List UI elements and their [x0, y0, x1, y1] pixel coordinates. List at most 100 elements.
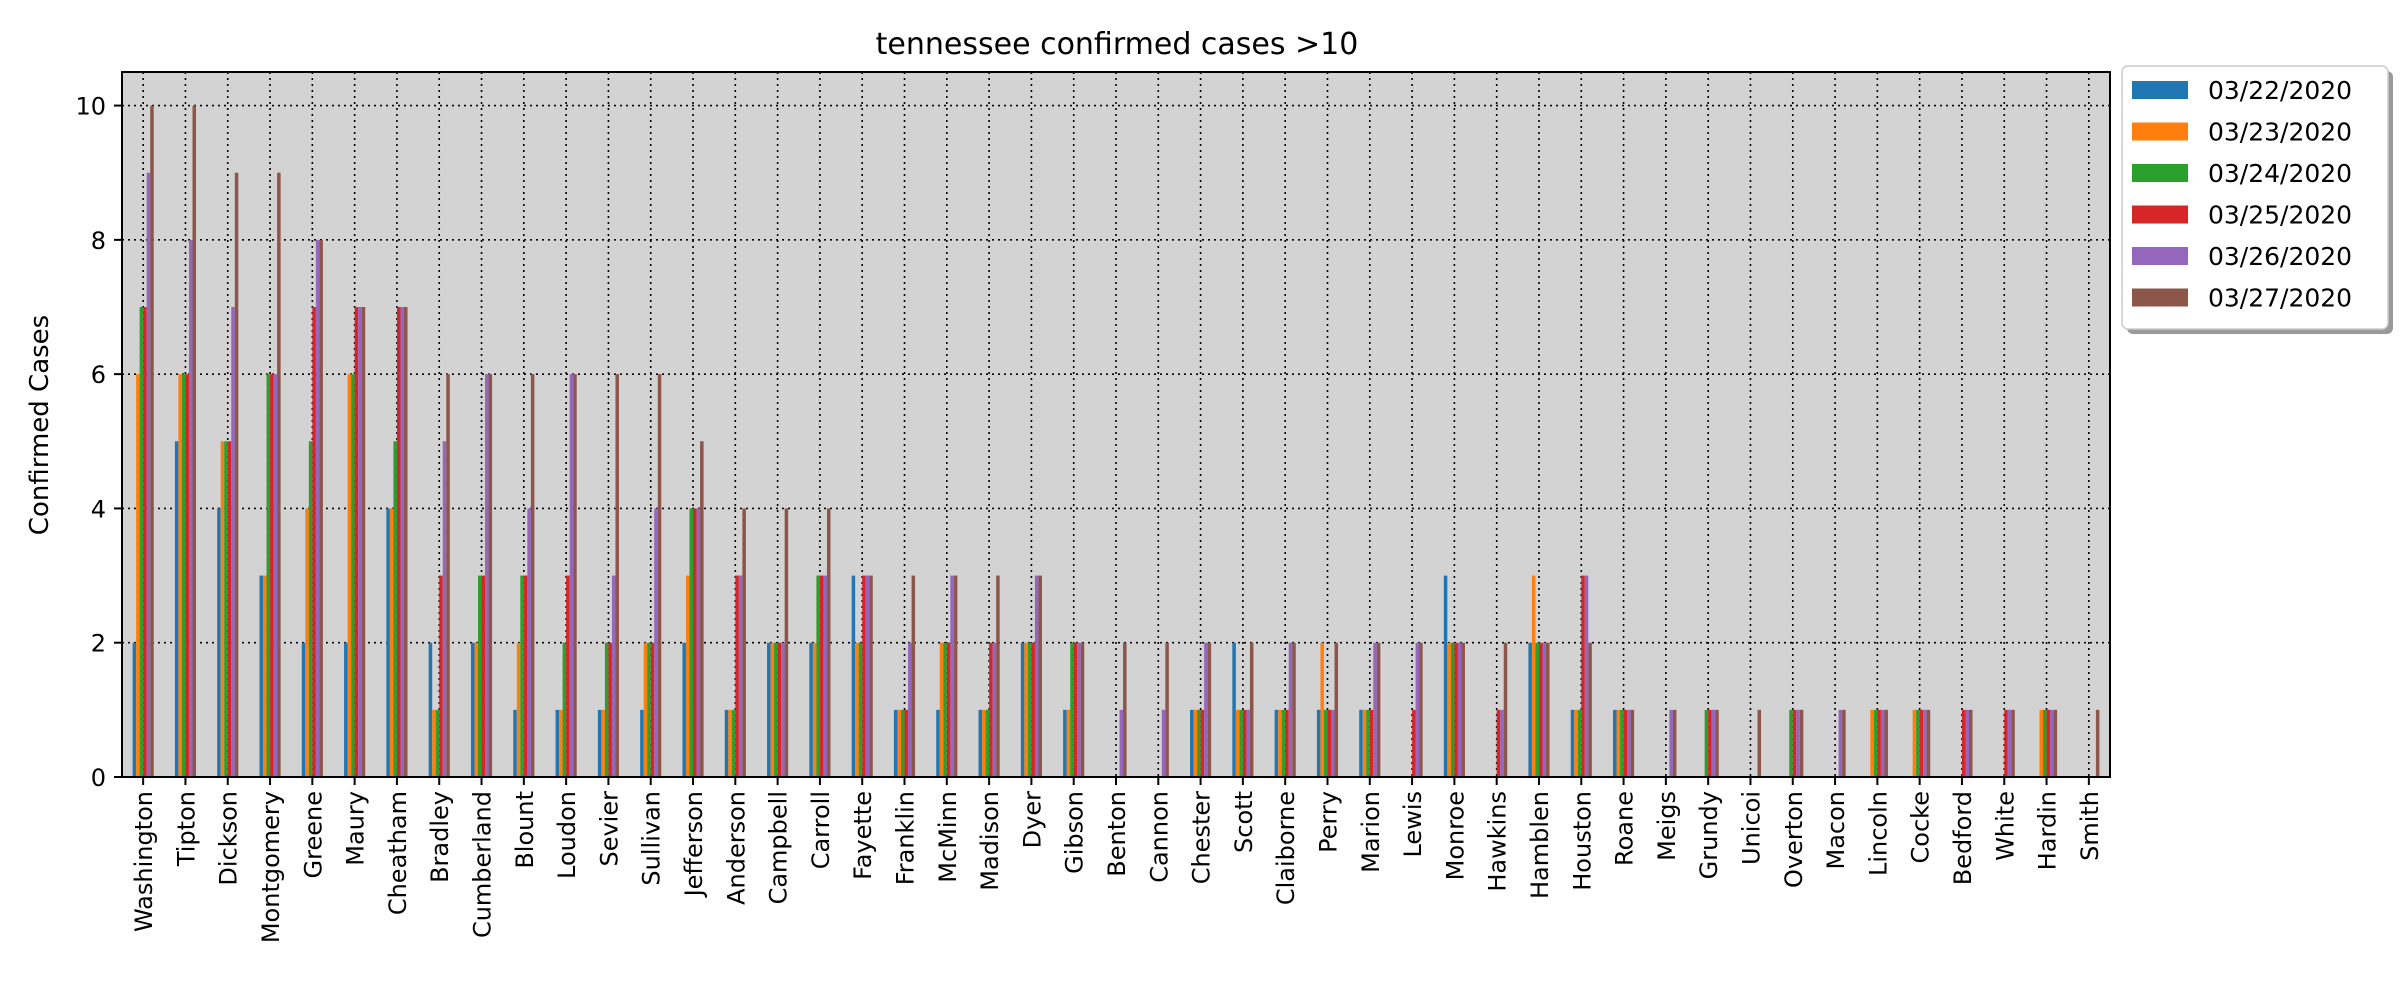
legend-swatch	[2132, 288, 2188, 307]
bar	[1577, 709, 1582, 777]
bar	[470, 642, 475, 777]
x-tick-label: White	[1991, 791, 2019, 861]
bar	[2043, 709, 2047, 777]
bar	[597, 709, 602, 777]
bar	[897, 709, 901, 777]
bar	[234, 172, 239, 777]
bar	[1376, 642, 1381, 777]
bar	[781, 642, 785, 777]
bar	[816, 575, 820, 777]
bar	[1912, 709, 1917, 777]
bar	[1235, 709, 1240, 777]
x-tick-label: Blount	[511, 791, 539, 869]
bar	[1443, 575, 1448, 777]
bar	[893, 709, 898, 777]
bar	[1323, 709, 1328, 777]
bar	[347, 374, 352, 777]
legend-swatch	[2132, 247, 2188, 265]
bar	[132, 642, 137, 777]
x-tick-label: Bradley	[426, 791, 454, 883]
bars	[132, 105, 2100, 778]
bar	[1193, 709, 1198, 777]
x-tick-label: Franklin	[892, 791, 920, 885]
bar	[1454, 642, 1458, 777]
bar	[654, 508, 658, 777]
bar	[1842, 709, 1846, 777]
bar	[742, 508, 746, 777]
axes: 0 2 4 6 8 10 Washington Tipton Dickson Montgomery…	[75, 71, 2111, 943]
y-tick-label: 2	[91, 630, 106, 658]
bar	[1369, 709, 1374, 777]
x-tick-label: Marion	[1357, 791, 1385, 873]
bar	[851, 575, 856, 777]
bar	[136, 374, 140, 777]
bar	[344, 642, 348, 777]
x-tick-label: Hawkins	[1484, 791, 1512, 892]
bar	[1873, 709, 1878, 777]
bar	[527, 508, 531, 777]
x-tick-label: Loudon	[553, 791, 581, 879]
legend-label: 03/23/2020	[2208, 118, 2352, 147]
bar	[1320, 642, 1324, 777]
bar	[1916, 709, 1920, 777]
x-tick-label: Benton	[1103, 791, 1131, 877]
bar	[513, 709, 517, 777]
bar	[188, 239, 193, 777]
bar	[858, 642, 863, 777]
bar	[1704, 709, 1709, 777]
bar	[1757, 709, 1762, 777]
bar	[1031, 642, 1035, 777]
bar	[1197, 709, 1201, 777]
bar	[1792, 709, 1797, 777]
bar	[869, 575, 873, 777]
bar	[1366, 709, 1370, 777]
bar	[1672, 709, 1677, 777]
bar	[904, 709, 909, 777]
bar	[1246, 709, 1250, 777]
bar	[488, 374, 493, 777]
bar	[735, 575, 739, 777]
bar	[393, 441, 397, 777]
y-tick-label: 10	[75, 93, 106, 121]
bar	[1546, 642, 1550, 777]
x-tick-label: Montgomery	[257, 791, 285, 943]
legend-swatch	[2132, 205, 2188, 224]
bar	[1373, 642, 1377, 777]
bar	[1419, 642, 1423, 777]
bar	[1362, 709, 1367, 777]
bar	[1278, 709, 1282, 777]
bar	[1926, 709, 1931, 777]
bar	[266, 374, 271, 777]
bar	[826, 508, 831, 777]
bar	[185, 374, 189, 777]
chart-title: tennessee confirmed cases >10	[876, 27, 1359, 62]
bar	[403, 307, 408, 777]
bar	[812, 642, 817, 777]
y-tick-label: 6	[91, 361, 106, 389]
bar	[657, 374, 662, 777]
bar	[1450, 642, 1455, 777]
bar	[946, 642, 951, 777]
x-tick-label: Jefferson	[680, 791, 708, 898]
x-tick-label: Greene	[299, 791, 327, 878]
bar	[1038, 575, 1042, 777]
bar	[262, 575, 267, 777]
bar	[724, 709, 729, 777]
bar	[689, 508, 694, 777]
bar	[1961, 709, 1966, 777]
bar	[900, 709, 905, 777]
bar	[996, 575, 1000, 777]
bar	[439, 575, 443, 777]
bar	[1190, 709, 1194, 777]
bar	[478, 575, 482, 777]
bar	[1457, 642, 1462, 777]
x-tick-label: Cocke	[1907, 791, 1935, 863]
x-tick-label: Monroe	[1441, 791, 1469, 880]
x-tick-label: Dickson	[215, 791, 243, 886]
x-tick-label: Grundy	[1695, 791, 1723, 879]
bar	[862, 575, 866, 777]
bar	[192, 105, 197, 778]
bar	[150, 105, 154, 778]
bar	[1073, 642, 1078, 777]
